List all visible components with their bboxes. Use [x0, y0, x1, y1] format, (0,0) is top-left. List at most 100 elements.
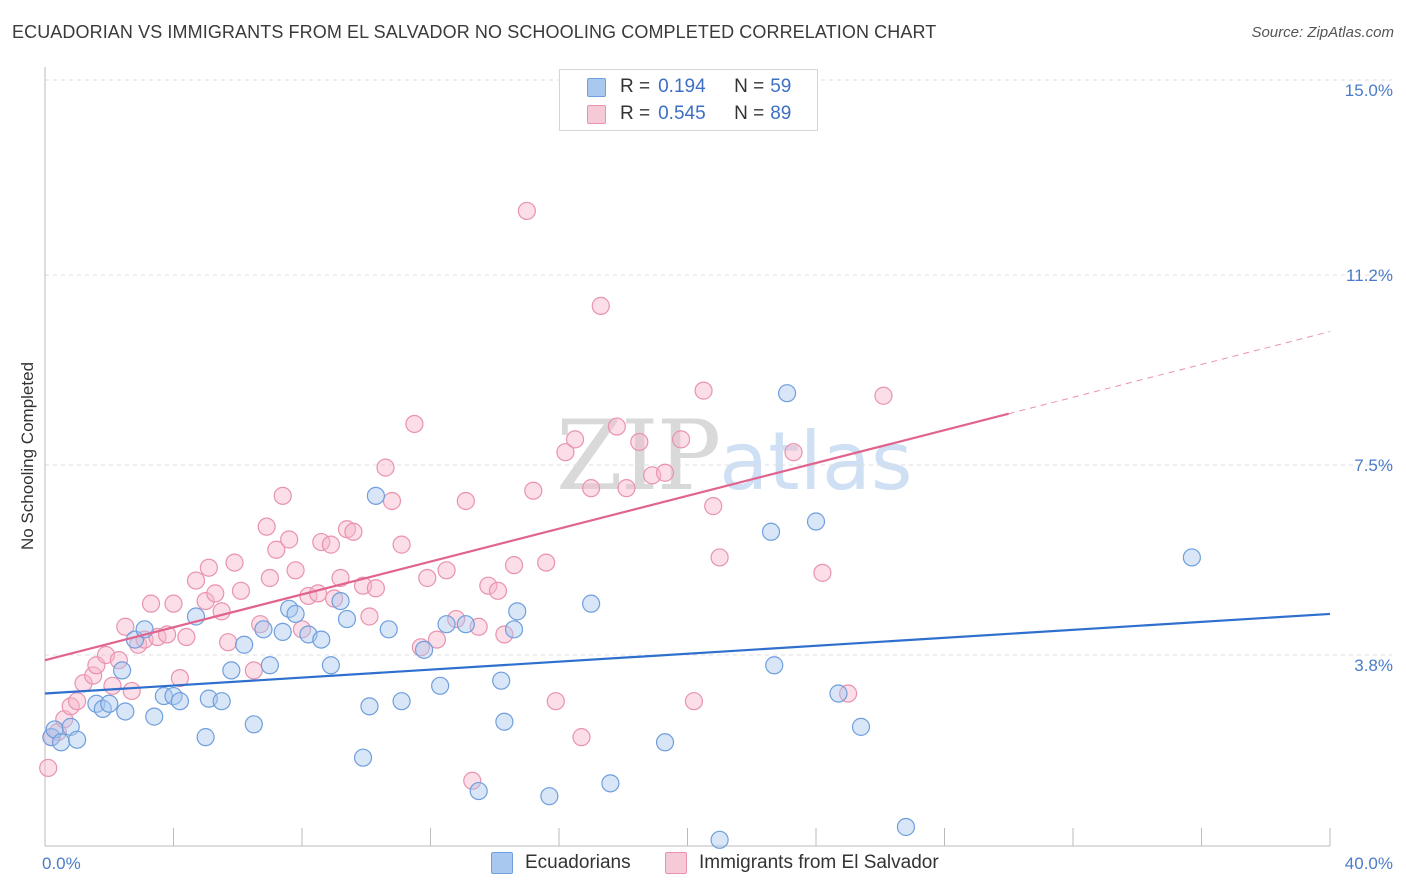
el-salvador-point	[186, 571, 206, 590]
legend-row-ecuadorians: R = 0.194 N = 59	[560, 74, 791, 100]
ecuadorian-point	[392, 692, 411, 711]
legend-swatch-pink	[587, 104, 606, 124]
ecuadorian-point	[414, 640, 434, 659]
ecuadorian-point	[244, 715, 263, 734]
watermark-atlas: atlas	[719, 415, 913, 508]
el-salvador-point	[286, 561, 305, 580]
ecuadorian-point	[655, 733, 675, 752]
el-salvador-point	[206, 584, 225, 603]
el-salvador-point	[244, 661, 263, 680]
ecuadorian-point	[51, 733, 71, 752]
el-salvador-point	[607, 417, 626, 436]
ecuadorian-point	[100, 694, 119, 713]
legend-r-label: R =	[620, 76, 651, 97]
el-salvador-point	[671, 430, 691, 449]
el-salvador-point	[572, 728, 591, 747]
el-salvador-point	[308, 584, 328, 603]
ecuadorian-point	[456, 615, 475, 634]
el-salvador-point	[582, 479, 601, 498]
el-salvador-point	[260, 568, 279, 588]
chart-title: ECUADORIAN VS IMMIGRANTS FROM EL SALVADO…	[12, 22, 937, 42]
legend-row-el-salvador: R = 0.545 N = 89	[560, 101, 791, 127]
ecuadorian-point	[321, 656, 341, 675]
el-salvador-point	[504, 556, 524, 575]
el-salvador-point	[219, 633, 238, 652]
legend-item-ecuadorians[interactable]: Ecuadorians	[491, 852, 631, 874]
correlation-legend: R = 0.194 N = 59 R = 0.545 N = 89	[559, 69, 818, 131]
el-salvador-point	[546, 692, 565, 711]
el-salvador-point	[617, 479, 636, 498]
el-salvador-point	[360, 607, 379, 626]
ecuadorian-point	[312, 630, 331, 649]
el-salvador-point	[382, 491, 402, 511]
ecuadorian-point	[710, 830, 729, 849]
el-salvador-point	[141, 594, 161, 613]
el-salvador-point	[591, 296, 610, 315]
ecuadorian-point	[170, 692, 190, 711]
ecuadorian-point	[360, 697, 379, 716]
el-salvador-point	[196, 591, 215, 611]
el-salvador-point	[874, 386, 893, 405]
grid-layer	[45, 79, 1392, 656]
series-legend: Ecuadorians Immigrants from El Salvador	[0, 852, 1406, 878]
el-salvador-point	[447, 609, 466, 629]
el-salvador-point	[710, 548, 729, 567]
y-tick-label: 11.2%	[1346, 266, 1393, 285]
el-salvador-point	[267, 540, 286, 559]
ecuadorian-point	[212, 692, 231, 711]
el-salvador-point	[257, 517, 276, 536]
el-salvador-point	[479, 576, 498, 595]
el-salvador-point	[565, 430, 585, 449]
el-salvador-point	[694, 381, 713, 400]
el-salvador-point	[684, 692, 704, 711]
el-salvador-point	[405, 414, 424, 434]
el-salvador-point	[199, 558, 218, 577]
ecuadorian-point	[222, 661, 241, 680]
ecuadorian-point	[196, 728, 215, 747]
el-salvador-point	[556, 443, 575, 462]
el-salvador-point	[122, 681, 141, 701]
axis-layer	[44, 67, 1331, 847]
el-salvador-trend-extension	[1008, 331, 1331, 415]
ecuadorian-point	[540, 787, 559, 806]
ecuadorian-point	[235, 635, 254, 654]
el-salvador-point	[39, 758, 58, 778]
ecuadorian-point	[777, 384, 797, 403]
el-salvador-point	[231, 581, 251, 600]
el-salvador-point	[537, 553, 556, 572]
el-salvador-point	[495, 625, 514, 644]
el-salvador-point	[103, 676, 122, 695]
x-tick-label: 40.0%	[1345, 854, 1393, 873]
el-salvador-point	[392, 535, 411, 554]
ecuadorian-point	[492, 671, 511, 690]
ecuadorian-point	[273, 622, 292, 641]
ecuadorian-point	[896, 817, 916, 837]
el-salvador-point	[321, 535, 341, 554]
el-salvador-point	[170, 669, 190, 688]
el-salvador-point	[463, 771, 482, 790]
ecuadorian-point	[469, 781, 488, 801]
legend-label: Immigrants from El Salvador	[699, 852, 939, 873]
el-salvador-point	[273, 486, 292, 505]
el-salvador-point	[109, 651, 128, 670]
ecuadorian-point	[379, 620, 398, 639]
el-salvador-point	[655, 463, 675, 482]
ecuadorian-point	[112, 661, 132, 680]
tick-label-layer: 3.8% 7.5% 11.2% 15.0% 0.0% 40.0%	[42, 81, 1393, 873]
ecuadorian-point	[366, 486, 385, 505]
legend-label: Ecuadorians	[525, 852, 631, 873]
ecuadorian-point	[260, 656, 279, 675]
y-tick-label: 7.5%	[1354, 456, 1393, 475]
el-salvador-point	[411, 638, 430, 657]
el-salvador-point	[344, 522, 363, 541]
el-salvador-point	[376, 458, 395, 477]
el-salvador-point	[517, 201, 536, 221]
legend-r-value: 0.194	[658, 76, 706, 97]
ecuadorian-point	[145, 707, 164, 726]
el-salvador-point	[251, 615, 270, 634]
ecuadorian-point	[829, 684, 848, 703]
ecuadorian-point	[431, 676, 450, 695]
legend-item-el-salvador[interactable]: Immigrants from El Salvador	[665, 852, 939, 874]
source-label: Source: ZipAtlas.com	[1251, 24, 1394, 41]
